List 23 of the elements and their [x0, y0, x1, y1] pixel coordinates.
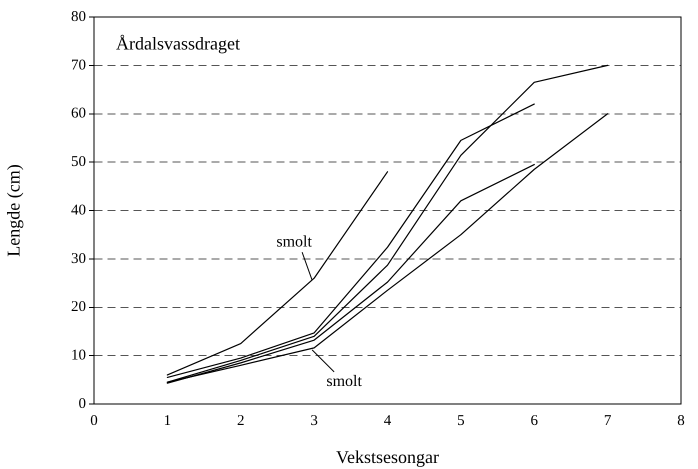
y-tick-label: 20	[71, 299, 86, 316]
x-axis-title: Vekstsesongar	[336, 446, 439, 467]
annotation: smolt	[326, 373, 362, 390]
x-tick-label: 5	[457, 412, 465, 429]
x-tick-label: 0	[90, 412, 98, 429]
x-tick-label: 4	[384, 412, 392, 429]
y-tick-label: 10	[71, 348, 86, 364]
y-tick-label: 70	[71, 57, 86, 74]
y-tick-label: 50	[71, 154, 86, 170]
x-tick-label: 2	[237, 412, 244, 429]
annotation: smolt	[276, 233, 312, 250]
x-tick-label: 1	[164, 412, 172, 429]
annotation: Årdalsvassdraget	[116, 34, 240, 54]
y-axis-title: Lengde (cm)	[4, 164, 24, 257]
y-tick-label: 0	[78, 396, 86, 412]
y-tick-label: 80	[71, 8, 86, 25]
x-tick-label: 3	[310, 412, 318, 429]
x-tick-label: 8	[677, 412, 685, 429]
y-tick-label: 40	[71, 202, 86, 218]
y-tick-label: 60	[71, 106, 86, 122]
y-tick-label: 30	[71, 250, 86, 267]
x-tick-label: 6	[530, 412, 538, 429]
x-tick-label: 7	[604, 412, 612, 429]
